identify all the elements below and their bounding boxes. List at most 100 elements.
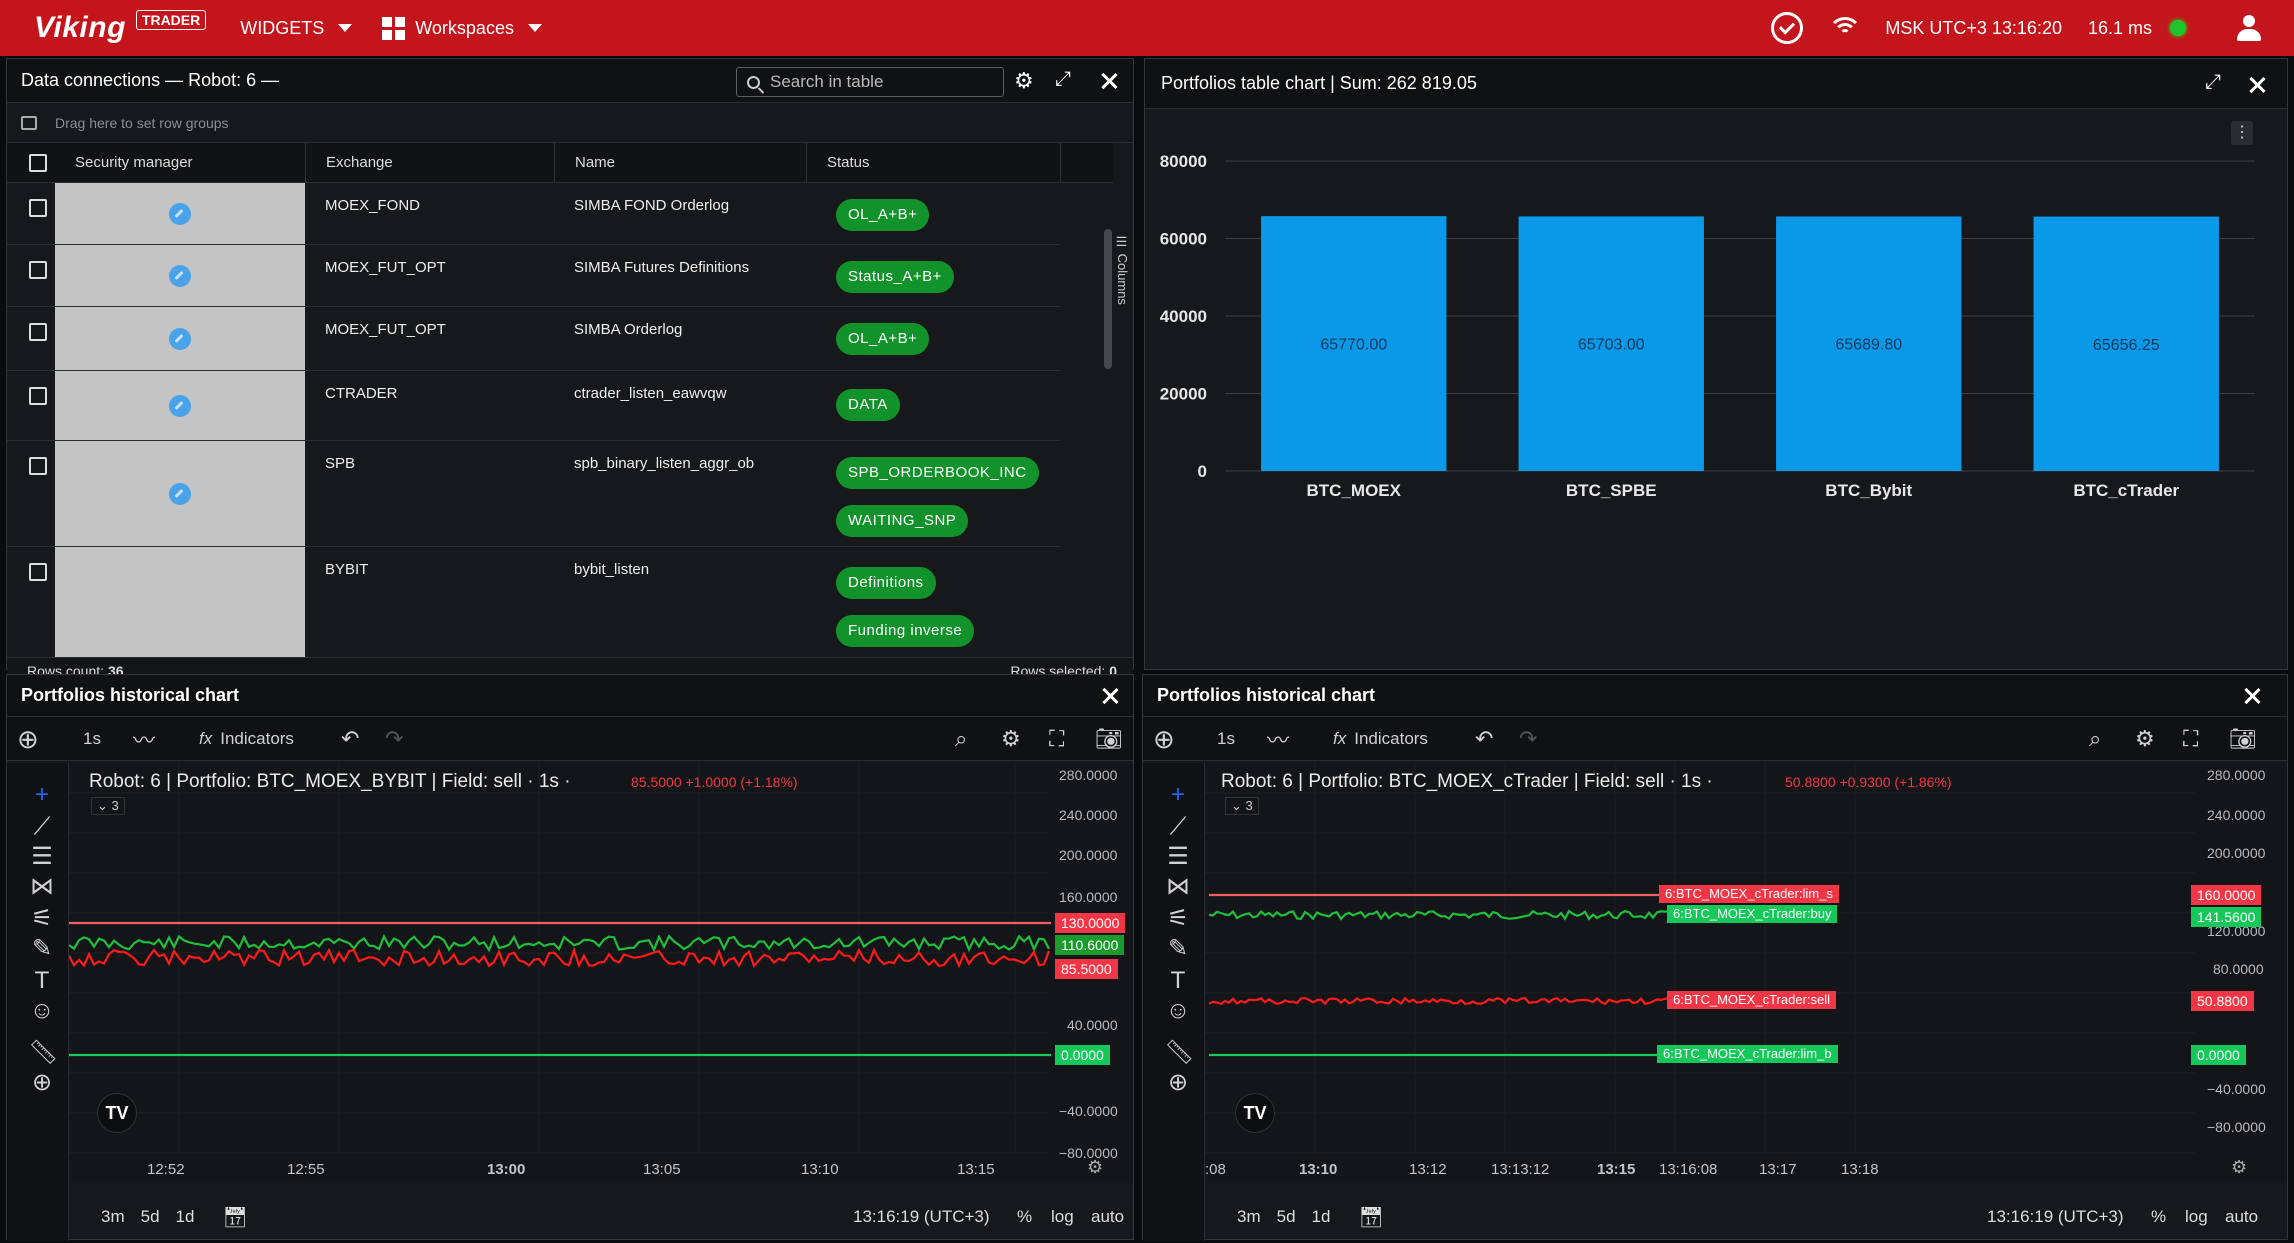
table-row[interactable]: MOEX_FOND SIMBA FOND Orderlog OL_A+B+ (7, 183, 1060, 245)
collapse-legend-button[interactable]: ⌄ 3 (91, 797, 125, 815)
pattern-icon[interactable]: ⋈ (30, 873, 54, 900)
gear-icon[interactable]: ⚙ (1014, 68, 1034, 93)
auto-toggle[interactable]: auto (2225, 1207, 2259, 1226)
interval-button[interactable]: 1s (1217, 729, 1235, 748)
log-toggle[interactable]: log (1051, 1207, 1074, 1226)
settings-gear-icon[interactable]: ⚙ (2135, 726, 2155, 751)
redo-icon[interactable]: ↷ (385, 726, 404, 751)
row-checkbox[interactable] (29, 261, 47, 279)
zoom-in-icon[interactable]: ⊕ (1167, 1069, 1189, 1096)
date-range-icon[interactable]: 📅︎ (222, 1206, 248, 1229)
table-scrollbar[interactable] (1104, 229, 1112, 369)
expand-icon[interactable] (1055, 68, 1071, 91)
crosshair-icon[interactable]: + (34, 781, 49, 808)
bar[interactable] (2033, 216, 2219, 471)
expand-icon[interactable] (2205, 71, 2221, 94)
undo-icon[interactable]: ↶ (341, 726, 360, 751)
indicators-button[interactable]: fx Indicators (199, 729, 294, 748)
check-circle-icon[interactable] (1771, 12, 1804, 44)
auto-toggle[interactable]: auto (1091, 1207, 1125, 1226)
range-button[interactable]: 5d (140, 1207, 160, 1226)
horizontal-lines-icon[interactable]: ☰ (31, 843, 53, 870)
row-checkbox[interactable] (29, 457, 47, 475)
link-icon[interactable] (169, 264, 191, 287)
tradingview-logo[interactable]: TV (97, 1093, 137, 1133)
table-row[interactable]: SPB spb_binary_listen_aggr_ob SPB_ORDERB… (7, 441, 1060, 547)
indicators-button[interactable]: fx Indicators (1333, 729, 1428, 748)
emoji-icon[interactable]: ☺ (1165, 997, 1191, 1024)
bar[interactable] (1776, 216, 1962, 471)
crosshair-icon[interactable]: + (1170, 781, 1185, 808)
widgets-menu[interactable]: WIDGETS (240, 18, 353, 39)
zoom-search-icon[interactable]: ⌕ (2089, 726, 2102, 751)
text-icon[interactable]: T (1170, 967, 1186, 994)
range-button[interactable]: 1d (175, 1207, 195, 1226)
table-row[interactable]: MOEX_FUT_OPT SIMBA Futures Definitions S… (7, 245, 1060, 307)
trend-line-icon[interactable]: ⟋ (1169, 813, 1187, 840)
table-row[interactable]: BYBIT bybit_listen Definitions Funding i… (7, 547, 1060, 657)
close-icon[interactable] (2248, 76, 2266, 94)
clock-readout[interactable]: 13:16:19 (UTC+3) (853, 1207, 990, 1226)
horizontal-lines-icon[interactable]: ☰ (1167, 843, 1189, 870)
close-icon[interactable] (1101, 687, 1119, 705)
collapse-legend-button[interactable]: ⌄ 3 (1225, 797, 1259, 815)
bar[interactable] (1518, 216, 1704, 471)
table-row[interactable]: CTRADER ctrader_listen_eawvqw DATA (7, 371, 1060, 441)
forecast-icon[interactable]: ⚟ (1167, 905, 1189, 932)
trend-line-icon[interactable]: ⟋ (33, 813, 51, 840)
link-icon[interactable] (169, 482, 191, 505)
axis-settings-icon[interactable]: ⚙ (2231, 1157, 2248, 1177)
clock-readout[interactable]: 13:16:19 (UTC+3) (1987, 1207, 2124, 1226)
user-icon[interactable] (2234, 13, 2264, 43)
text-icon[interactable]: T (34, 967, 50, 994)
axis-settings-icon[interactable]: ⚙ (1087, 1157, 1104, 1177)
tradingview-logo[interactable]: TV (1235, 1093, 1275, 1133)
column-header-security-manager[interactable]: Security manager (75, 153, 193, 171)
column-header-status[interactable]: Status (806, 142, 870, 183)
add-symbol-icon[interactable]: ⊕ (1153, 723, 1175, 754)
link-icon[interactable] (169, 394, 191, 417)
camera-icon[interactable]: 📷︎ (1095, 726, 1123, 751)
link-icon[interactable] (169, 327, 191, 350)
zoom-search-icon[interactable]: ⌕ (955, 726, 968, 751)
range-button[interactable]: 3m (101, 1207, 125, 1226)
close-icon[interactable] (1100, 72, 1118, 90)
undo-icon[interactable]: ↶ (1475, 726, 1494, 751)
ruler-icon[interactable]: 📏︎ (1164, 1039, 1195, 1066)
chart-type-icon[interactable]: 〰 (133, 728, 156, 753)
table-row[interactable]: MOEX_FUT_OPT SIMBA Orderlog OL_A+B+ (7, 307, 1060, 371)
percent-toggle[interactable]: % (1017, 1207, 1033, 1226)
ruler-icon[interactable]: 📏︎ (28, 1039, 59, 1066)
range-button[interactable]: 3m (1237, 1207, 1261, 1226)
workspaces-menu[interactable]: Workspaces (382, 16, 542, 40)
forecast-icon[interactable]: ⚟ (31, 905, 53, 932)
camera-icon[interactable]: 📷︎ (2229, 726, 2257, 751)
link-icon[interactable] (169, 202, 191, 225)
chart-type-icon[interactable]: 〰 (1267, 728, 1290, 753)
brush-icon[interactable]: ✎ (31, 935, 53, 962)
columns-side-tab[interactable]: ☰ Columns (1115, 235, 1130, 305)
bar[interactable] (1261, 216, 1447, 471)
date-range-icon[interactable]: 📅︎ (1358, 1206, 1384, 1229)
pattern-icon[interactable]: ⋈ (1166, 873, 1190, 900)
price-chart-area[interactable]: Robot: 6 | Portfolio: BTC_MOEX_BYBIT | F… (69, 763, 1133, 1183)
log-toggle[interactable]: log (2185, 1207, 2208, 1226)
close-icon[interactable] (2243, 687, 2261, 705)
range-button[interactable]: 5d (1276, 1207, 1296, 1226)
row-checkbox[interactable] (29, 563, 47, 581)
column-header-name[interactable]: Name (554, 142, 615, 183)
fullscreen-icon[interactable]: ⛶ (1049, 726, 1065, 751)
zoom-in-icon[interactable]: ⊕ (31, 1069, 53, 1096)
row-checkbox[interactable] (29, 387, 47, 405)
range-button[interactable]: 1d (1311, 1207, 1331, 1226)
search-input[interactable]: Search in table (736, 67, 1004, 97)
interval-button[interactable]: 1s (83, 729, 101, 748)
chart-menu-icon[interactable]: ⋮ (2231, 121, 2253, 145)
row-group-drop-zone[interactable]: Drag here to set row groups (7, 103, 1133, 143)
row-checkbox[interactable] (29, 323, 47, 341)
select-all-checkbox[interactable] (29, 154, 47, 172)
add-symbol-icon[interactable]: ⊕ (17, 723, 39, 754)
settings-gear-icon[interactable]: ⚙ (1001, 726, 1021, 751)
row-checkbox[interactable] (29, 199, 47, 217)
emoji-icon[interactable]: ☺ (29, 997, 55, 1024)
